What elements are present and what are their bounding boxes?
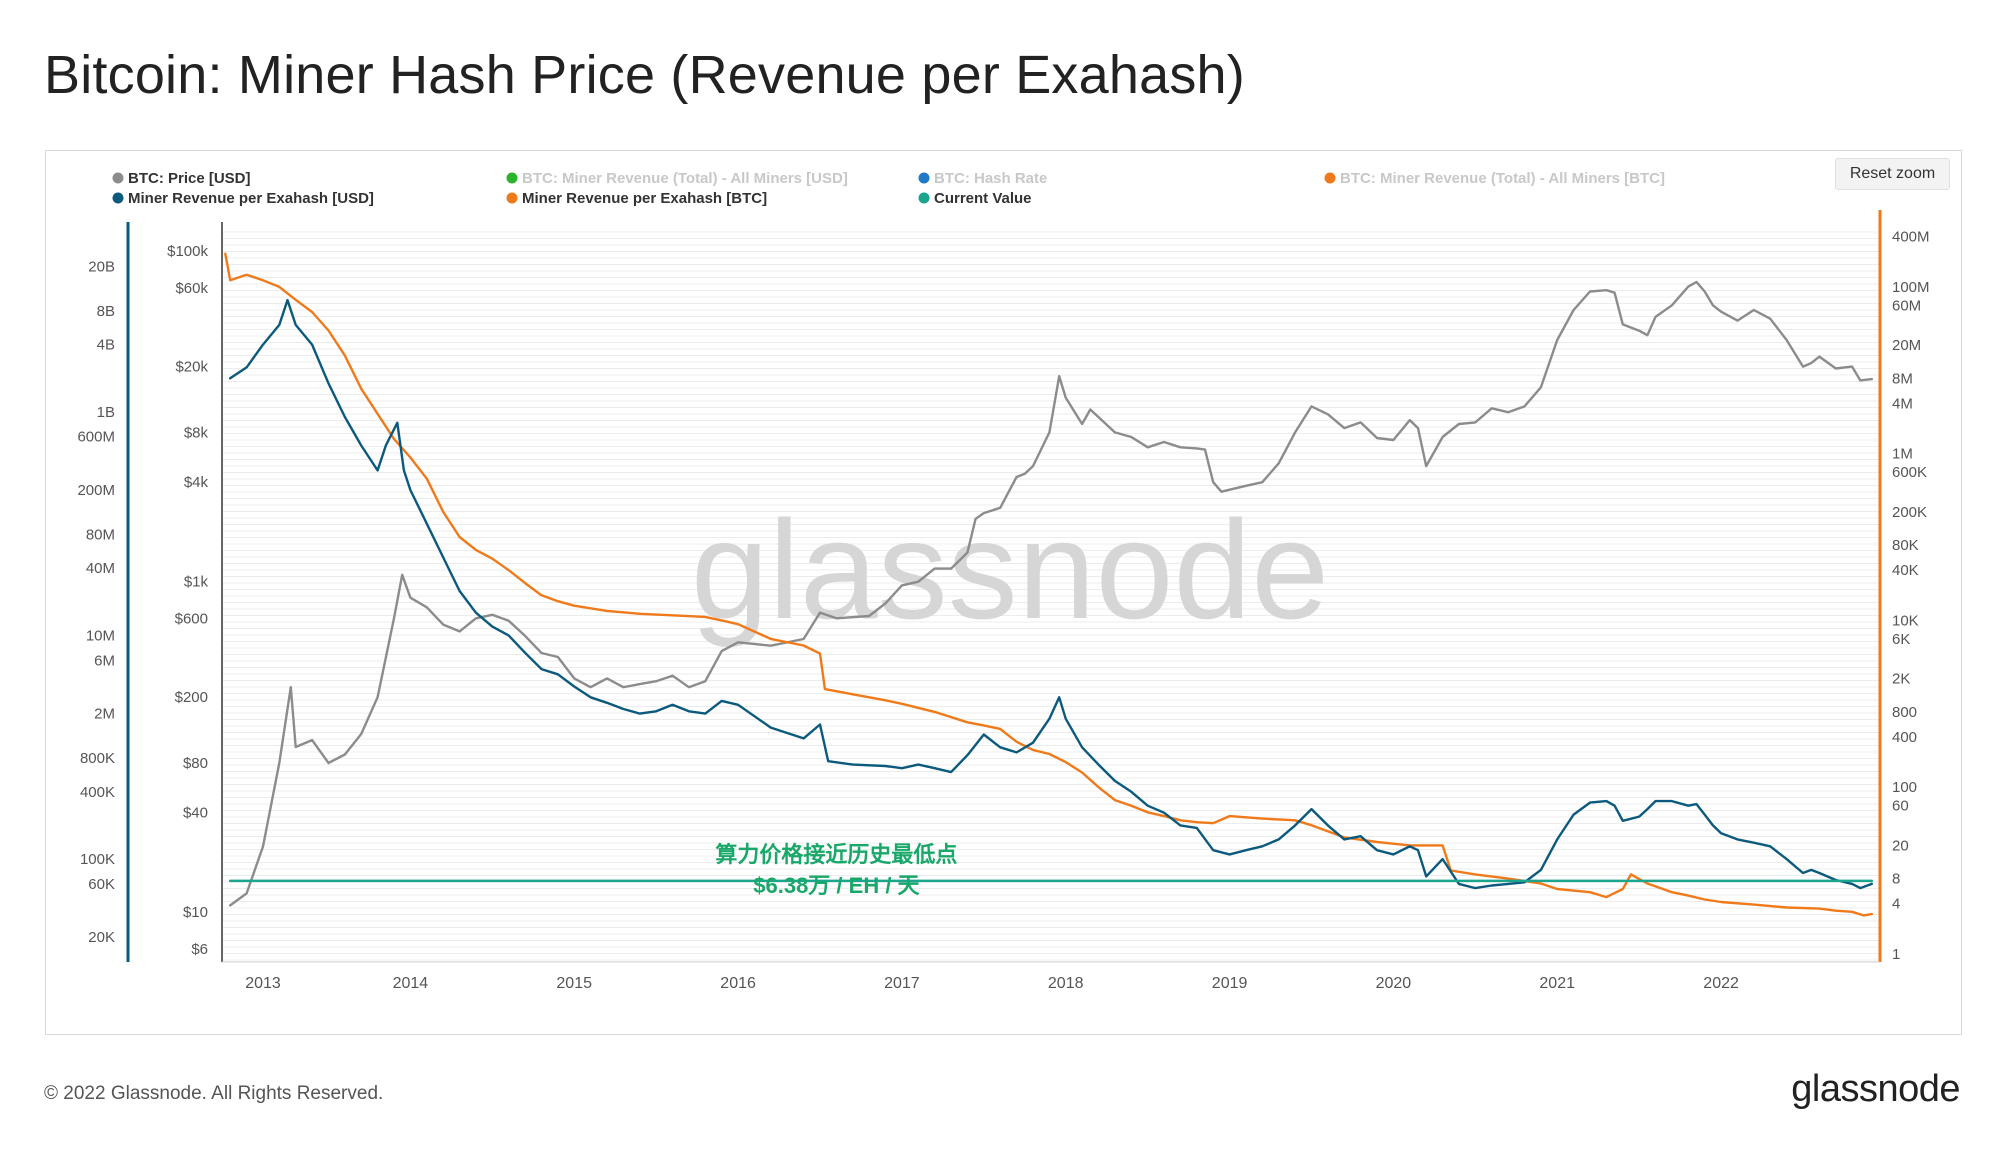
btc-revenue-tick-label: 4M <box>1892 395 1913 412</box>
btc-revenue-tick-label: 20M <box>1892 337 1921 354</box>
usd-revenue-tick-label: 20B <box>88 259 115 276</box>
gridlines <box>222 231 1880 961</box>
annotation-line2: $6.38万 / EH / 天 <box>753 873 920 898</box>
x-tick-label: 2013 <box>245 975 281 992</box>
usd-revenue-tick-label: 10M <box>86 628 115 645</box>
legend-label: Current Value <box>934 190 1032 207</box>
btc-revenue-tick-label: 80K <box>1892 537 1919 554</box>
btc-price-line <box>229 280 1873 907</box>
legend-marker <box>506 192 518 204</box>
btc-revenue-tick-label: 400 <box>1892 729 1917 746</box>
legend-item[interactable]: BTC: Hash Rate <box>918 170 1048 187</box>
legend-item[interactable]: Miner Revenue per Exahash [BTC] <box>506 190 768 207</box>
usd-revenue-tick-label: 4B <box>97 337 115 354</box>
legend-label: Miner Revenue per Exahash [USD] <box>128 190 374 207</box>
legend-item[interactable]: BTC: Price [USD] <box>112 170 251 187</box>
btc-revenue-tick-label: 800 <box>1892 704 1917 721</box>
btc-revenue-tick-label: 10K <box>1892 612 1919 629</box>
btc-revenue-tick-label: 1M <box>1892 446 1913 463</box>
usd-revenue-tick-label: 6M <box>94 652 115 669</box>
usd-revenue-tick-label: 800K <box>80 750 115 767</box>
x-tick-label: 2021 <box>1539 975 1575 992</box>
btc-revenue-tick-label: 8M <box>1892 370 1913 387</box>
btc-revenue-tick-label: 6K <box>1892 631 1910 648</box>
price-tick-label: $200 <box>175 689 208 706</box>
legend-marker <box>1324 172 1336 184</box>
usd-revenue-tick-label: 600M <box>77 429 115 446</box>
page-title: Bitcoin: Miner Hash Price (Revenue per E… <box>44 45 1245 105</box>
btc-revenue-tick-label: 600K <box>1892 464 1927 481</box>
legend-item[interactable]: Miner Revenue per Exahash [USD] <box>112 190 374 207</box>
btc-revenue-tick-label: 1 <box>1892 946 1900 963</box>
revenue-usd-line <box>229 298 1873 890</box>
legend-label: Miner Revenue per Exahash [BTC] <box>522 190 767 207</box>
x-tick-label: 2022 <box>1703 975 1739 992</box>
price-tick-label: $20k <box>175 359 208 376</box>
btc-revenue-tick-label: 100M <box>1892 279 1930 296</box>
btc-revenue-tick-label: 20 <box>1892 837 1909 854</box>
btc-revenue-tick-label: 400M <box>1892 229 1930 246</box>
btc-revenue-tick-label: 8 <box>1892 871 1900 888</box>
x-tick-label: 2020 <box>1376 975 1412 992</box>
price-tick-label: $40 <box>183 805 208 822</box>
price-tick-label: $80 <box>183 755 208 772</box>
usd-revenue-tick-label: 2M <box>94 706 115 723</box>
price-tick-label: $10 <box>183 904 208 921</box>
x-tick-label: 2017 <box>884 975 920 992</box>
reset-zoom-button[interactable]: Reset zoom <box>1835 158 1950 190</box>
price-tick-label: $600 <box>175 610 208 627</box>
x-tick-label: 2014 <box>393 975 429 992</box>
price-tick-label: $100k <box>167 243 208 260</box>
price-tick-label: $6 <box>191 941 208 958</box>
price-tick-label: $8k <box>184 424 209 441</box>
legend-item[interactable]: BTC: Miner Revenue (Total) - All Miners … <box>506 170 848 187</box>
legend-label: BTC: Price [USD] <box>128 170 251 187</box>
usd-revenue-tick-label: 200M <box>77 482 115 499</box>
usd-revenue-tick-label: 400K <box>80 784 115 801</box>
x-tick-label: 2019 <box>1212 975 1248 992</box>
revenue-btc-line <box>224 252 1873 917</box>
usd-revenue-tick-label: 20K <box>88 929 115 946</box>
footer-copyright: © 2022 Glassnode. All Rights Reserved. <box>44 1083 384 1104</box>
footer-logo: glassnode <box>1791 1068 1960 1110</box>
legend-item[interactable]: BTC: Miner Revenue (Total) - All Miners … <box>1324 170 1666 187</box>
legend-label: BTC: Hash Rate <box>934 170 1047 187</box>
btc-revenue-tick-label: 60 <box>1892 798 1909 815</box>
btc-revenue-tick-label: 4 <box>1892 896 1900 913</box>
btc-revenue-tick-label: 2K <box>1892 671 1910 688</box>
annotation-line1: 算力价格接近历史最低点 <box>715 842 957 867</box>
legend-marker <box>918 192 930 204</box>
usd-revenue-tick-label: 8B <box>97 303 115 320</box>
price-tick-label: $1k <box>184 574 209 591</box>
legend-marker <box>918 172 930 184</box>
price-tick-label: $60k <box>175 280 208 297</box>
legend-marker <box>506 172 518 184</box>
usd-revenue-tick-label: 60K <box>88 876 115 893</box>
legend-item[interactable]: Current Value <box>918 190 1032 207</box>
usd-revenue-tick-label: 80M <box>86 527 115 544</box>
usd-revenue-tick-label: 40M <box>86 560 115 577</box>
price-tick-label: $4k <box>184 474 209 491</box>
x-tick-label: 2018 <box>1048 975 1084 992</box>
btc-revenue-tick-label: 40K <box>1892 562 1919 579</box>
btc-revenue-tick-label: 100 <box>1892 779 1917 796</box>
x-tick-label: 2016 <box>720 975 756 992</box>
usd-revenue-tick-label: 100K <box>80 851 115 868</box>
usd-revenue-tick-label: 1B <box>97 404 115 421</box>
legend-label: BTC: Miner Revenue (Total) - All Miners … <box>522 170 848 187</box>
btc-revenue-tick-label: 60M <box>1892 297 1921 314</box>
btc-revenue-tick-label: 200K <box>1892 504 1927 521</box>
x-tick-label: 2015 <box>556 975 592 992</box>
legend-marker <box>112 192 124 204</box>
legend-marker <box>112 172 124 184</box>
legend-label: BTC: Miner Revenue (Total) - All Miners … <box>1340 170 1665 187</box>
watermark-text: glassnode <box>691 491 1329 648</box>
